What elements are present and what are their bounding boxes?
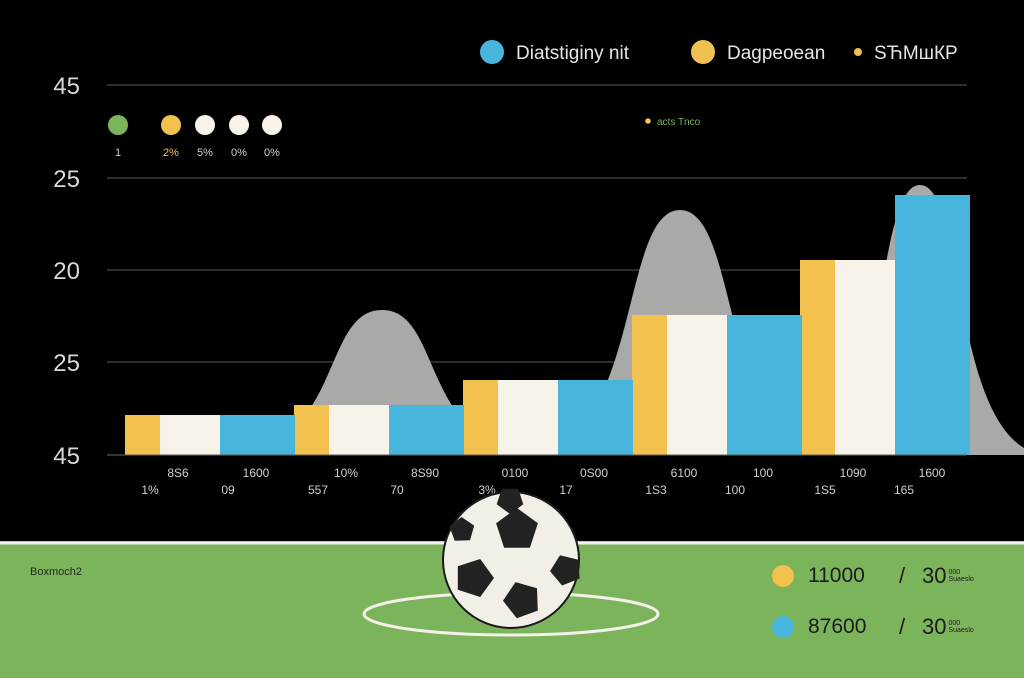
- x-tick-sublabel: 1%: [141, 483, 159, 497]
- x-tick-label: 0100: [502, 466, 529, 480]
- field-label: Boxmoch2: [30, 566, 82, 578]
- marker-dot: [161, 115, 181, 135]
- bar: [220, 415, 295, 455]
- stat-separator: /: [898, 563, 906, 588]
- x-tick-label: 1600: [919, 466, 946, 480]
- stat-dot-icon: [772, 565, 794, 587]
- x-tick-sublabel: 1Ѕ5: [814, 483, 836, 497]
- x-tick-label: 0Ѕ00: [580, 466, 608, 480]
- stat-subtext-line: 000: [948, 620, 961, 627]
- stat-row-2: 87600 / 30 000 Ѕuaeslo: [772, 614, 974, 640]
- x-tick-label: 6100: [671, 466, 698, 480]
- bar: [558, 380, 633, 455]
- bar: [632, 315, 667, 455]
- y-tick-label: 25: [53, 166, 80, 193]
- marker-label: 2%: [163, 147, 179, 159]
- stat-value: 11000: [808, 564, 865, 587]
- ball-patch: [496, 508, 538, 548]
- ball-patch: [550, 555, 580, 586]
- stat-subtext: 000 Ѕuaeslo: [948, 620, 973, 634]
- x-tick-label: 10%: [334, 466, 358, 480]
- x-tick-label: 8Ѕ6: [167, 466, 189, 480]
- bar: [667, 315, 727, 455]
- bar: [498, 380, 558, 455]
- stat-subtext-line: Ѕuaeslo: [948, 627, 974, 634]
- marker-label: 5%: [197, 147, 213, 159]
- legend-swatch: [691, 40, 715, 64]
- x-tick-sublabel: 1Ѕ3: [645, 483, 667, 497]
- marker-label: 0%: [264, 147, 280, 159]
- x-tick-label: 1090: [840, 466, 867, 480]
- legend-swatch: [854, 48, 862, 56]
- x-tick-label: 100: [753, 466, 773, 480]
- bar: [835, 260, 895, 455]
- stat-separator: /: [898, 614, 906, 639]
- y-tick-label: 20: [53, 258, 80, 285]
- stat-score: 30: [922, 563, 947, 588]
- bar: [294, 405, 329, 455]
- bar: [160, 415, 220, 455]
- bar: [727, 315, 802, 455]
- ball-patch: [503, 582, 538, 619]
- annotation-label: acts Tnco: [657, 117, 701, 128]
- x-tick-sublabel: 165: [894, 483, 914, 497]
- stat-score: 30: [922, 614, 947, 639]
- bar: [125, 415, 160, 455]
- stat-value: 87600: [808, 615, 867, 638]
- x-tick-sublabel: 100: [725, 483, 745, 497]
- marker-label: 0%: [231, 147, 247, 159]
- x-tick-sublabel: 3%: [478, 483, 496, 497]
- stat-subtext: 000 Ѕuaeslo: [948, 569, 973, 583]
- y-tick-label: 45: [53, 73, 80, 100]
- annotation-dot: [645, 118, 651, 124]
- marker-label: 1: [115, 147, 121, 159]
- y-tick-label: 25: [53, 350, 80, 377]
- ball-patch: [457, 559, 494, 597]
- x-tick-sublabel: 70: [390, 483, 404, 497]
- bar: [895, 195, 970, 455]
- stat-row-1: 11000 / 30 000 Ѕuaeslo: [772, 563, 974, 589]
- marker-dot: [262, 115, 282, 135]
- stat-subtext-line: Ѕuaeslo: [948, 576, 974, 583]
- stat-subtext-line: 000: [948, 569, 961, 576]
- x-tick-sublabel: 557: [308, 483, 328, 497]
- x-tick-sublabel: 09: [221, 483, 235, 497]
- marker-dot: [108, 115, 128, 135]
- marker-dot: [229, 115, 249, 135]
- legend-label: Diatstigіny nit: [516, 43, 630, 64]
- ball-patch: [449, 517, 475, 541]
- ball-patch: [496, 488, 524, 514]
- legend-swatch: [480, 40, 504, 64]
- y-tick-label: 45: [53, 443, 80, 470]
- x-tick-label: 8Ѕ90: [411, 466, 439, 480]
- stat-dot-icon: [772, 616, 794, 638]
- bar: [389, 405, 464, 455]
- bar: [329, 405, 389, 455]
- marker-dot: [195, 115, 215, 135]
- legend-label: ЅЋMшКР: [874, 43, 958, 64]
- bar: [463, 380, 498, 455]
- x-tick-sublabel: 17: [559, 483, 573, 497]
- legend-label: Dagpeoean: [727, 43, 825, 64]
- x-tick-label: 1600: [243, 466, 270, 480]
- bar: [800, 260, 835, 455]
